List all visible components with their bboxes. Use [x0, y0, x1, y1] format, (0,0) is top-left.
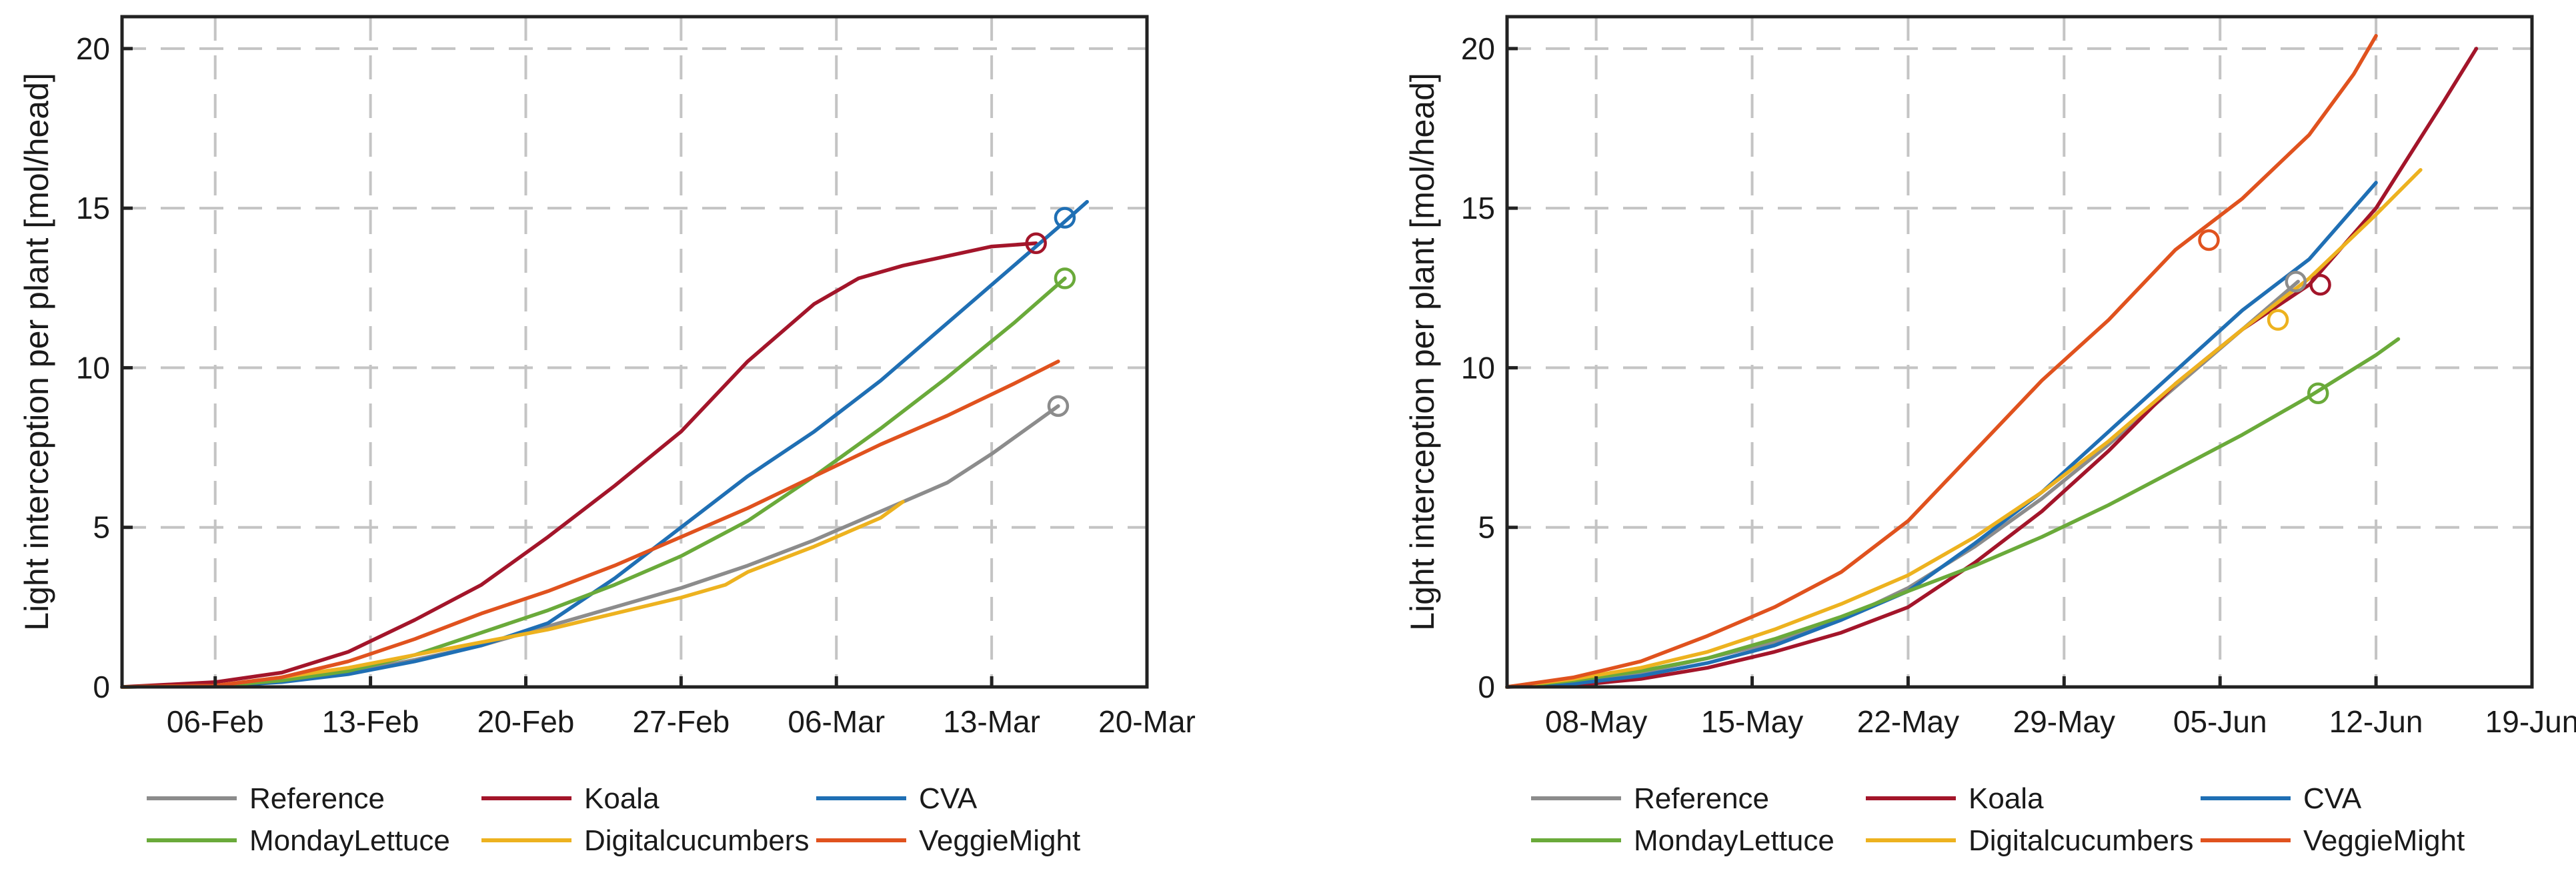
- series-marker-reference: [1047, 395, 1070, 417]
- legend-label-koala: Koala: [1969, 782, 2044, 815]
- series-line-mondaylettuce: [1505, 337, 2401, 689]
- y-tick-label: 15: [1461, 191, 1495, 225]
- y-tick-label: 15: [76, 191, 110, 225]
- x-tick-label: 27-Feb: [632, 704, 730, 739]
- legend-label-reference: Reference: [249, 782, 385, 815]
- x-tick-label: 19-Jun: [2485, 704, 2576, 739]
- legend-label-mondaylettuce: MondayLettuce: [1634, 824, 1834, 857]
- plot-frame: [120, 15, 1149, 689]
- y-tick-label: 0: [93, 670, 110, 704]
- y-tick-label: 20: [76, 31, 110, 66]
- legend-label-veggiemight: VeggieMight: [919, 824, 1080, 857]
- legend: Reference Koala CVA MondayLettuce Digitalcuc…: [147, 782, 1080, 857]
- series-line-reference: [120, 404, 1060, 689]
- series-line-koala: [120, 241, 1038, 689]
- series-line-digitalcucumbers: [1505, 167, 2423, 689]
- y-tick-label: 5: [93, 510, 110, 545]
- series-marker-digitalcucumbers: [2267, 309, 2289, 331]
- chart-panel-1: 0 5 10 15 20 06-Feb 13-Feb 20-Feb 27-Feb 06-Mar 13…: [18, 15, 1196, 857]
- legend-label-digitalcucumbers: Digitalcucumbers: [1969, 824, 2193, 857]
- series-marker-koala: [2309, 273, 2331, 296]
- chart-panel-2: 0 5 10 15 20 08-May 15-May 22-May 29-May 05-Jun 12…: [1404, 15, 2576, 857]
- series-line-cva: [1505, 181, 2378, 689]
- legend-label-mondaylettuce: MondayLettuce: [249, 824, 450, 857]
- series-line-mondaylettuce: [120, 276, 1067, 689]
- x-tick-label: 08-May: [1545, 704, 1647, 739]
- x-tick-label: 20-Feb: [477, 704, 575, 739]
- legend-label-cva: CVA: [919, 782, 978, 815]
- plot-frame: [1505, 15, 2534, 689]
- y-axis-label: Light interception per plant [mol/head]: [18, 73, 55, 631]
- series-line-reference: [1505, 279, 2300, 689]
- x-tick-label: 06-Feb: [167, 704, 264, 739]
- series-marker-veggiemight: [2198, 229, 2220, 251]
- x-tick-label: 06-Mar: [788, 704, 885, 739]
- y-tick-label: 10: [1461, 350, 1495, 385]
- x-tick-label: 20-Mar: [1098, 704, 1196, 739]
- x-tick-label: 29-May: [2013, 704, 2115, 739]
- legend-label-reference: Reference: [1634, 782, 1769, 815]
- y-axis-label: Light interception per plant [mol/head]: [1404, 73, 1441, 631]
- x-tick-label: 22-May: [1857, 704, 1959, 739]
- legend: Reference Koala CVA MondayLettuce Digitalcuc…: [1531, 782, 2465, 857]
- legend-label-cva: CVA: [2303, 782, 2362, 815]
- series-marker-mondaylettuce: [1054, 267, 1076, 289]
- series-line-veggiemight: [1505, 33, 2378, 689]
- series-marker-koala: [1025, 232, 1047, 255]
- series-marker-reference: [2285, 270, 2307, 293]
- x-tick-label: 05-Jun: [2173, 704, 2267, 739]
- y-tick-label: 0: [1478, 670, 1495, 704]
- legend-label-digitalcucumbers: Digitalcucumbers: [584, 824, 809, 857]
- legend-label-koala: Koala: [584, 782, 660, 815]
- series-line-digitalcucumbers: [120, 500, 905, 689]
- x-tick-label: 15-May: [1701, 704, 1803, 739]
- y-tick-label: 10: [76, 350, 110, 385]
- series-marker-cva: [1054, 207, 1076, 229]
- x-tick-label: 13-Feb: [322, 704, 419, 739]
- legend-label-veggiemight: VeggieMight: [2303, 824, 2465, 857]
- x-tick-label: 13-Mar: [943, 704, 1040, 739]
- y-tick-label: 20: [1461, 31, 1495, 66]
- x-tick-label: 12-Jun: [2329, 704, 2423, 739]
- series-marker-mondaylettuce: [2307, 382, 2329, 404]
- series-line-veggiemight: [120, 359, 1060, 689]
- y-tick-label: 5: [1478, 510, 1495, 545]
